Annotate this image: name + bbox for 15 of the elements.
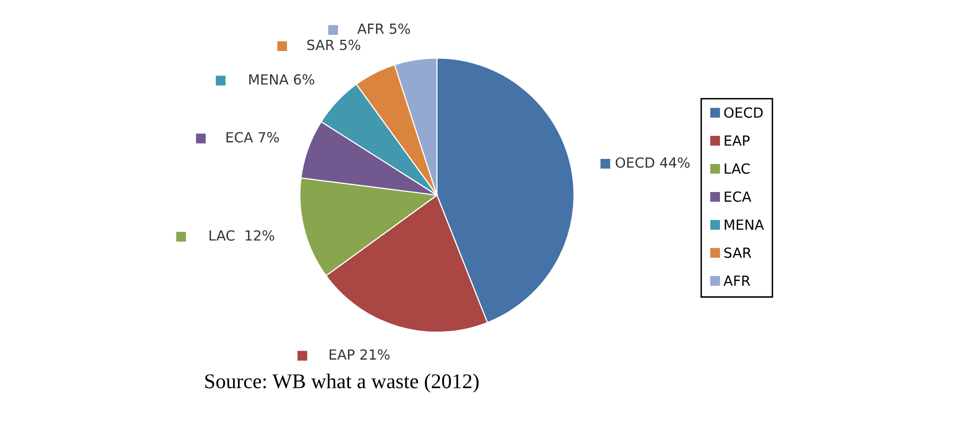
legend-label: EAP <box>724 136 750 146</box>
source-note: Source: WB what a waste (2012) <box>205 374 479 393</box>
legend-label: MENA <box>724 220 764 230</box>
data-label: OECD 44% <box>616 157 690 168</box>
legend-label: AFR <box>724 276 750 286</box>
data-label: LAC 12% <box>210 230 274 241</box>
data-label: MENA 6% <box>249 74 314 85</box>
data-label: AFR 5% <box>357 23 410 34</box>
legend-label: OECD <box>724 107 763 118</box>
legend-label: SAR <box>724 247 752 258</box>
legend-label: LAC <box>724 163 750 174</box>
legend-label: ECA <box>724 191 752 202</box>
data-label: SAR 5% <box>307 40 360 50</box>
data-label: EAP 21% <box>330 349 390 360</box>
data-label: ECA 7% <box>226 132 279 143</box>
